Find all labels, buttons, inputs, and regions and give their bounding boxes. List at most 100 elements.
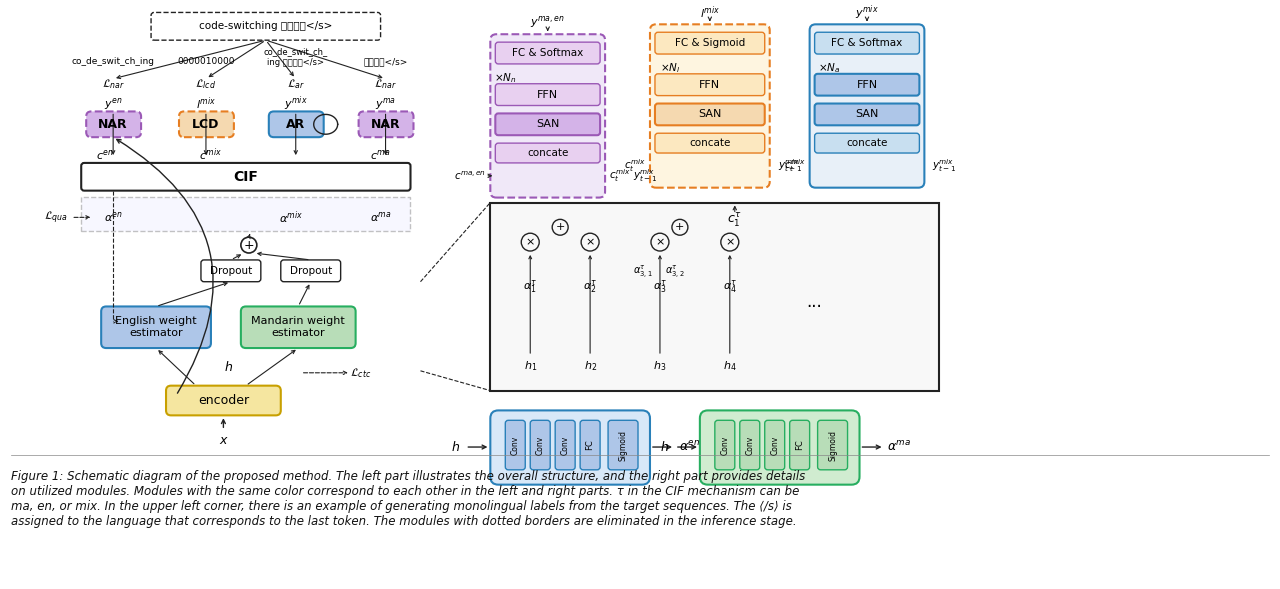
Text: ×: × (526, 237, 535, 247)
Text: $\alpha^{ma}$: $\alpha^{ma}$ (370, 210, 392, 224)
Text: $h_3$: $h_3$ (653, 359, 667, 373)
FancyBboxPatch shape (86, 111, 141, 137)
Text: FFN: FFN (699, 80, 721, 90)
Text: Dropout: Dropout (210, 266, 252, 276)
FancyBboxPatch shape (490, 411, 650, 485)
Text: NAR: NAR (371, 118, 401, 131)
Text: ×: × (655, 237, 664, 247)
Text: Conv: Conv (721, 435, 730, 455)
FancyBboxPatch shape (810, 24, 924, 188)
Text: $\mathcal{L}_{ar}$: $\mathcal{L}_{ar}$ (287, 77, 305, 91)
Text: FC & Softmax: FC & Softmax (512, 48, 584, 58)
Text: $c^{ma,en}$: $c^{ma,en}$ (454, 170, 486, 182)
Text: ×: × (585, 237, 595, 247)
Text: FC & Sigmoid: FC & Sigmoid (675, 38, 745, 48)
FancyBboxPatch shape (358, 111, 413, 137)
FancyBboxPatch shape (556, 421, 575, 470)
FancyBboxPatch shape (506, 421, 525, 470)
Text: AR: AR (287, 118, 306, 131)
FancyBboxPatch shape (655, 104, 764, 125)
Text: $\alpha_{3,2}^{\tau}$: $\alpha_{3,2}^{\tau}$ (666, 263, 685, 280)
Text: NAR: NAR (99, 118, 128, 131)
FancyBboxPatch shape (495, 42, 600, 64)
Text: $h_1$: $h_1$ (524, 359, 536, 373)
FancyBboxPatch shape (201, 260, 261, 282)
Text: Sigmoid: Sigmoid (618, 429, 627, 461)
FancyBboxPatch shape (166, 386, 280, 415)
Text: $h_2$: $h_2$ (584, 359, 596, 373)
Text: +: + (243, 239, 255, 252)
Text: Figure 1: Schematic diagram of the proposed method. The left part illustrates th: Figure 1: Schematic diagram of the propo… (12, 470, 805, 528)
Text: $\times N_a$: $\times N_a$ (818, 61, 841, 75)
FancyBboxPatch shape (655, 32, 764, 54)
Text: code-switching 语音识别</s>: code-switching 语音识别</s> (200, 21, 333, 31)
Text: $c_t^{mix}$: $c_t^{mix}$ (609, 167, 631, 184)
Text: $y^{mix}$: $y^{mix}$ (284, 94, 307, 113)
Text: $\alpha_2^{\tau}$: $\alpha_2^{\tau}$ (582, 278, 598, 295)
Text: Mandarin weight
estimator: Mandarin weight estimator (251, 316, 346, 338)
FancyBboxPatch shape (280, 260, 340, 282)
FancyBboxPatch shape (530, 421, 550, 470)
FancyBboxPatch shape (495, 143, 600, 163)
Text: Conv: Conv (536, 435, 545, 455)
Text: Conv: Conv (745, 435, 754, 455)
Text: $y^{en}$: $y^{en}$ (104, 95, 123, 111)
Text: FC & Softmax: FC & Softmax (832, 38, 902, 48)
Text: $c_1^{\tau}$: $c_1^{\tau}$ (727, 211, 742, 229)
Text: English weight
estimator: English weight estimator (115, 316, 197, 338)
Text: concate: concate (846, 138, 888, 148)
Text: $\alpha^{ma}$: $\alpha^{ma}$ (887, 440, 911, 454)
Text: FC: FC (795, 439, 804, 451)
Text: $\mathcal{L}_{lcd}$: $\mathcal{L}_{lcd}$ (196, 77, 216, 91)
Text: FFN: FFN (538, 90, 558, 100)
FancyBboxPatch shape (81, 163, 411, 191)
Text: $c_t^{mix}$: $c_t^{mix}$ (625, 157, 646, 174)
Text: $y^{mix}$: $y^{mix}$ (855, 3, 879, 22)
FancyBboxPatch shape (101, 306, 211, 348)
Text: $\alpha_4^{\tau}$: $\alpha_4^{\tau}$ (722, 278, 737, 295)
Text: $\mathcal{L}_{nar}$: $\mathcal{L}_{nar}$ (101, 77, 124, 91)
Text: FFN: FFN (856, 80, 878, 90)
Text: encoder: encoder (198, 394, 250, 407)
Text: ...: ... (806, 293, 823, 310)
Text: $\alpha_{3,1}^{\tau}$: $\alpha_{3,1}^{\tau}$ (634, 263, 653, 280)
FancyBboxPatch shape (608, 421, 637, 470)
Text: $y_{t-1}^{mix}$: $y_{t-1}^{mix}$ (777, 157, 801, 174)
Text: SAN: SAN (855, 110, 878, 120)
Text: concate: concate (527, 148, 568, 158)
Text: h: h (660, 441, 669, 454)
Text: $\alpha^{mix}$: $\alpha^{mix}$ (279, 209, 303, 226)
Bar (81, 197, 411, 231)
Text: concate: concate (689, 138, 731, 148)
FancyBboxPatch shape (580, 421, 600, 470)
Text: ×: × (724, 237, 735, 247)
Text: $\alpha_1^{\tau}$: $\alpha_1^{\tau}$ (524, 278, 538, 295)
FancyBboxPatch shape (650, 24, 769, 188)
Text: CIF: CIF (233, 170, 259, 184)
Bar (490, 203, 940, 391)
Text: SAN: SAN (698, 110, 722, 120)
FancyBboxPatch shape (490, 34, 605, 197)
Text: $y^{ma}$: $y^{ma}$ (375, 95, 396, 111)
FancyBboxPatch shape (655, 133, 764, 153)
FancyBboxPatch shape (269, 111, 324, 137)
FancyBboxPatch shape (241, 306, 356, 348)
FancyBboxPatch shape (814, 32, 919, 54)
Text: $c^{ma}$: $c^{ma}$ (370, 148, 390, 162)
FancyBboxPatch shape (495, 114, 600, 135)
Text: $c^{mix}$: $c^{mix}$ (200, 147, 223, 163)
FancyBboxPatch shape (495, 84, 600, 105)
FancyBboxPatch shape (740, 421, 760, 470)
Text: Conv: Conv (561, 435, 570, 455)
FancyBboxPatch shape (818, 421, 847, 470)
Text: $l^{mix}$: $l^{mix}$ (196, 95, 216, 112)
Text: LCD: LCD (192, 118, 220, 131)
Text: 0000010000: 0000010000 (177, 58, 234, 67)
Text: $\mathcal{L}_{ctc}$: $\mathcal{L}_{ctc}$ (349, 366, 371, 380)
Text: 语音识别</s>: 语音识别</s> (364, 58, 408, 67)
Text: $\alpha_3^{\tau}$: $\alpha_3^{\tau}$ (653, 278, 667, 295)
FancyBboxPatch shape (790, 421, 810, 470)
Text: $\mathcal{L}_{qua}$: $\mathcal{L}_{qua}$ (45, 209, 68, 226)
FancyBboxPatch shape (700, 411, 860, 485)
Text: $\mathcal{L}_{nar}$: $\mathcal{L}_{nar}$ (374, 77, 397, 91)
